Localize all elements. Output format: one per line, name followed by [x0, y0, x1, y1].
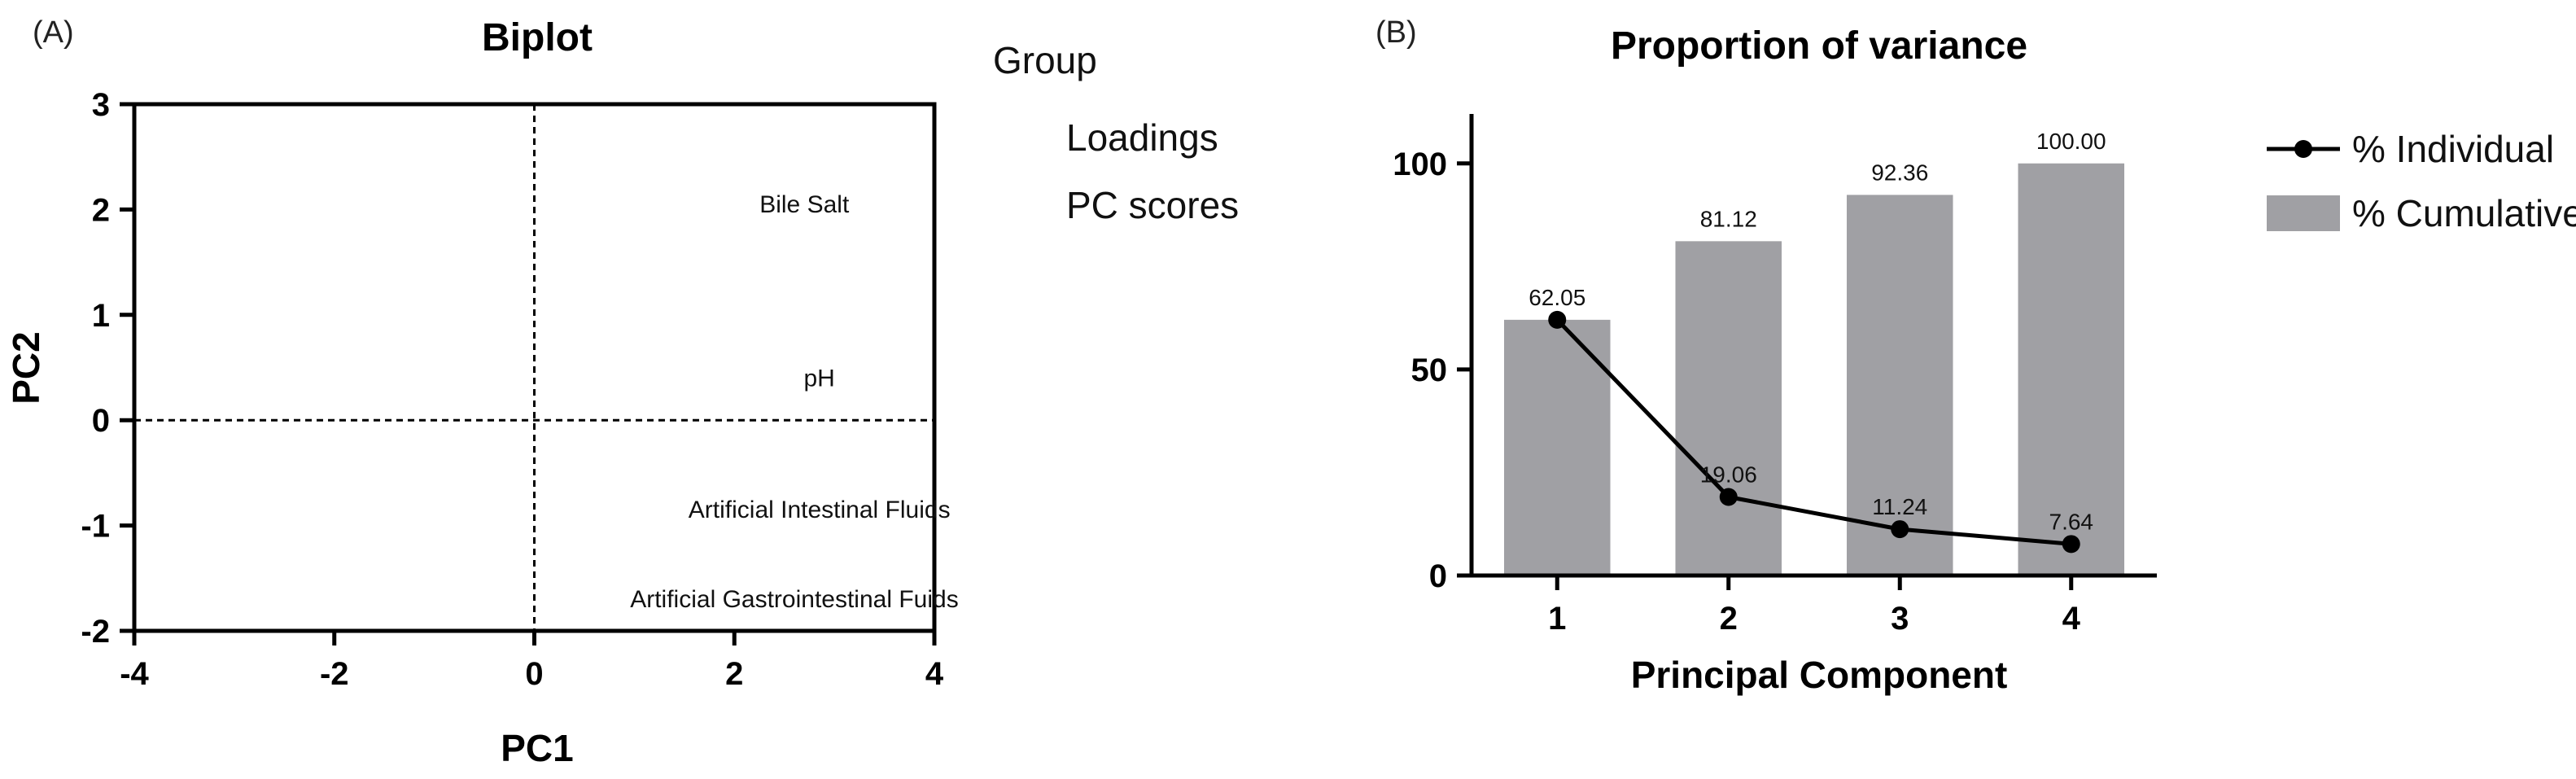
variance-x-tick-label: 4 [2062, 601, 2081, 637]
panel-a-letter: (A) [33, 15, 74, 50]
individual-point [1719, 488, 1738, 506]
biplot-y-tick-label: 2 [92, 192, 110, 228]
variance-x-tick-label: 1 [1548, 601, 1566, 637]
cumulative-bar [2018, 163, 2125, 575]
biplot-x-tick-label: 0 [525, 656, 543, 692]
biplot-legend-title: Group [993, 39, 1097, 81]
biplot-x-tick-label: 4 [925, 656, 944, 692]
individual-value-label: 62.05 [1529, 285, 1585, 310]
biplot-legend-loadings: Loadings [1066, 116, 1218, 159]
legend-individual-label: % Individual [2352, 128, 2554, 170]
variance-y-tick-label: 100 [1393, 147, 1447, 182]
variance-panel: (B) Proportion of variance Principal Com… [1375, 15, 2576, 696]
biplot-loading-label: Artificial Gastrointestinal Fuids [630, 586, 958, 613]
biplot-x-tick-label: -4 [120, 656, 149, 692]
variance-title: Proportion of variance [1611, 24, 2027, 68]
variance-x-axis-title: Principal Component [1631, 654, 2008, 696]
biplot-loading-label: pH [804, 365, 835, 392]
cumulative-value-label: 100.00 [2036, 129, 2106, 154]
cumulative-bar [1675, 241, 1782, 575]
biplot-x-axis-title: PC1 [501, 727, 573, 769]
cumulative-value-label: 81.12 [1700, 206, 1757, 231]
individual-point [1548, 310, 1567, 329]
cumulative-bar [1503, 319, 1611, 575]
biplot-y-tick-label: 1 [92, 298, 110, 334]
individual-series-line [1555, 318, 2071, 546]
variance-y-tick-label: 50 [1411, 352, 1448, 388]
variance-x-tick-label: 3 [1891, 601, 1909, 637]
individual-point [1891, 520, 1909, 539]
biplot-loading-label: Bile Salt [759, 191, 850, 218]
variance-x-tick-label: 2 [1720, 601, 1738, 637]
legend-cumulative-label: % Cumulative [2352, 192, 2576, 234]
biplot-panel: (A) Biplot PC1 PC2 Group Loadings PC sco… [5, 15, 1239, 769]
biplot-y-tick-label: -2 [81, 614, 110, 650]
biplot-y-tick-label: -1 [81, 509, 110, 545]
legend-individual-marker-swatch [2294, 140, 2312, 158]
variance-legend: % Individual % Cumulative [2267, 128, 2576, 234]
individual-value-label: 7.64 [2049, 509, 2094, 534]
cumulative-bar [1846, 195, 1953, 576]
biplot-loading-label: Artificial Intestinal Fluids [689, 497, 951, 523]
biplot-x-tick-label: -2 [320, 656, 349, 692]
biplot-legend-pc-scores: PC scores [1066, 184, 1239, 226]
legend-cumulative-swatch [2267, 195, 2340, 231]
biplot-y-axis-title: PC2 [5, 331, 47, 404]
biplot-y-tick-label: 3 [92, 87, 110, 123]
biplot-y-tick-label: 0 [92, 403, 110, 439]
biplot-title: Biplot [482, 16, 593, 59]
individual-point [2062, 535, 2080, 554]
individual-value-label: 19.06 [1700, 462, 1757, 488]
panel-b-letter: (B) [1375, 15, 1417, 50]
individual-value-label: 11.24 [1872, 494, 1927, 519]
cumulative-value-label: 92.36 [1871, 160, 1928, 185]
variance-y-tick-label: 0 [1429, 558, 1447, 594]
biplot-x-tick-label: 2 [725, 656, 743, 692]
